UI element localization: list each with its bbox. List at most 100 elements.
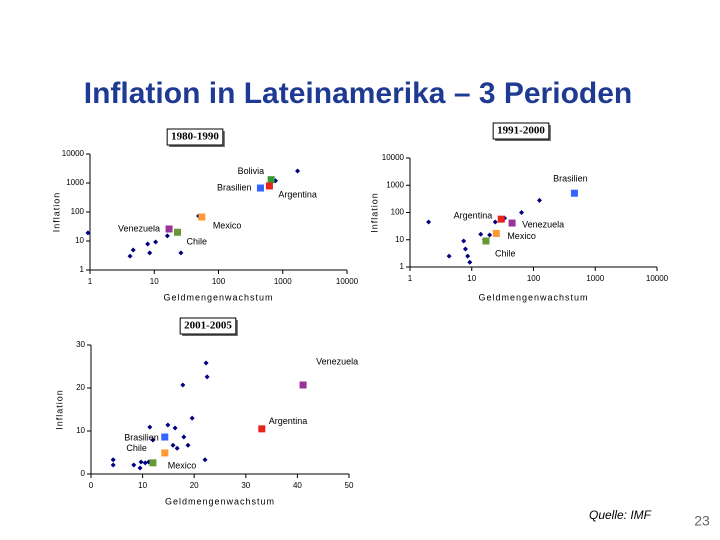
country-point: [299, 381, 307, 389]
point: [465, 253, 471, 259]
point: [153, 239, 159, 245]
point: [519, 210, 525, 215]
x-tick-label: 1000: [274, 277, 292, 286]
country-point: [149, 459, 157, 467]
point: [142, 460, 148, 466]
point: [295, 168, 301, 174]
point: [487, 232, 493, 238]
y-axis-label: Inflation: [54, 389, 64, 430]
point: [462, 246, 468, 252]
x-tick-label: 1: [88, 277, 93, 286]
point: [138, 459, 144, 465]
country-point: [508, 219, 516, 227]
point: [110, 462, 116, 468]
country-label: Venezuela: [118, 223, 160, 233]
point: [203, 360, 209, 366]
point: [150, 437, 156, 443]
country-point: [265, 182, 273, 190]
y-axis-label: Inflation: [51, 192, 61, 233]
country-label: Mexico: [507, 231, 536, 241]
page-number: 23: [694, 513, 710, 529]
point: [202, 457, 208, 463]
slide-title: Inflation in Lateinamerika – 3 Perioden: [84, 77, 632, 110]
country-label: Brasilien: [124, 432, 159, 442]
x-axis-label: Geldmengenwachstum: [163, 292, 273, 302]
title-frame: [179, 317, 237, 335]
country-label: Chile: [186, 237, 207, 247]
y-tick-label: 1: [80, 265, 85, 274]
point: [131, 462, 137, 468]
country-point: [256, 184, 264, 192]
x-tick-label: 40: [293, 481, 302, 490]
x-axis-label: Geldmengenwachstum: [478, 292, 588, 302]
point: [181, 434, 187, 440]
x-axis-label: Geldmengenwachstum: [165, 496, 275, 506]
title-frame: [166, 128, 224, 146]
y-tick-label: 10000: [382, 153, 405, 162]
x-tick-label: 20: [190, 481, 199, 490]
country-label: Venezuela: [522, 219, 564, 229]
y-tick-label: 1: [400, 262, 405, 271]
point: [165, 422, 171, 428]
y-axis-label: Inflation: [369, 192, 379, 233]
point: [492, 219, 498, 225]
country-label: Mexico: [213, 220, 242, 230]
country-point: [173, 228, 181, 236]
y-tick-label: 10: [75, 236, 84, 245]
point: [189, 415, 195, 421]
country-label: Argentina: [278, 189, 317, 199]
x-tick-label: 10000: [336, 277, 359, 286]
x-tick-label: 10: [150, 277, 159, 286]
point: [180, 382, 186, 388]
point: [137, 465, 143, 471]
x-tick-label: 50: [345, 481, 354, 490]
point: [172, 425, 178, 431]
x-tick-label: 10: [138, 481, 147, 490]
y-tick-label: 20: [76, 383, 85, 392]
y-tick-label: 1000: [386, 180, 404, 189]
country-label: Mexico: [168, 460, 197, 470]
country-label: Chile: [495, 248, 516, 258]
chart-title: 2001-2005: [184, 320, 232, 332]
y-tick-label: 100: [391, 208, 405, 217]
country-point: [482, 237, 490, 245]
country-label: Brasilien: [217, 182, 252, 192]
chart-title: 1991-2000: [497, 125, 545, 137]
country-point: [258, 425, 266, 433]
country-point: [198, 213, 206, 221]
point: [426, 219, 432, 225]
x-tick-label: 100: [527, 274, 541, 283]
chart-title-box: 1991-2000: [492, 122, 551, 141]
point: [127, 253, 133, 259]
point: [467, 259, 473, 265]
point: [178, 250, 184, 256]
country-point: [492, 229, 500, 237]
point: [446, 253, 452, 259]
country-label: Bolivia: [238, 166, 265, 176]
country-point: [497, 215, 505, 223]
point: [85, 230, 91, 236]
chart-title: 1980-1990: [171, 131, 219, 143]
point: [164, 233, 170, 239]
x-tick-label: 10000: [646, 274, 669, 283]
y-tick-label: 10000: [62, 149, 85, 158]
country-point: [161, 449, 169, 457]
point: [478, 231, 484, 237]
point: [130, 247, 136, 253]
chart-title-box: 2001-2005: [179, 317, 238, 336]
y-tick-label: 100: [71, 207, 85, 216]
x-tick-label: 1000: [586, 274, 604, 283]
x-tick-label: 30: [241, 481, 250, 490]
y-tick-label: 10: [395, 235, 404, 244]
country-point: [165, 225, 173, 233]
point: [461, 238, 467, 244]
point: [185, 442, 191, 448]
country-label: Argentina: [454, 211, 493, 221]
y-tick-label: 0: [81, 469, 86, 478]
point: [170, 442, 176, 448]
x-tick-label: 0: [89, 481, 94, 490]
point: [147, 250, 153, 256]
point: [147, 424, 153, 430]
country-label: Chile: [126, 443, 147, 453]
